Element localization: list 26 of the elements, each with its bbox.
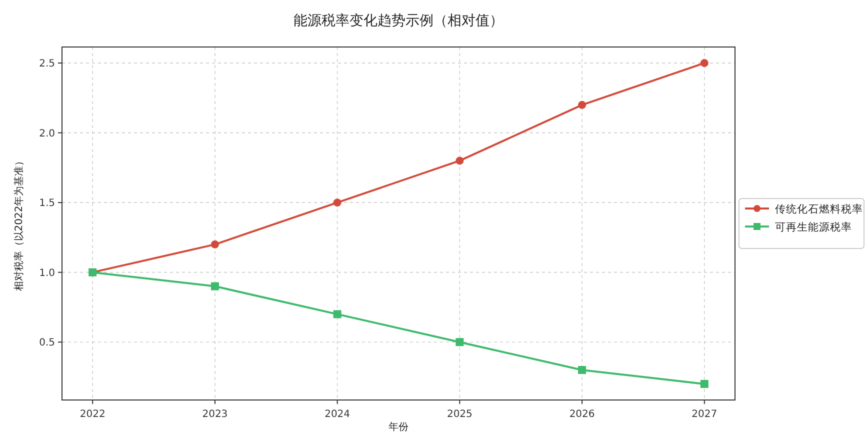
y-tick-label: 1.0: [39, 268, 55, 279]
x-tick-label: 2022: [80, 409, 106, 420]
point: [333, 198, 342, 207]
y-tick-label: 1.5: [39, 198, 55, 210]
x-tick-label: 2024: [324, 409, 350, 420]
point: [578, 100, 586, 109]
chart-title: 能源税率变化趋势示例（相对值）: [294, 13, 504, 29]
point: [578, 366, 586, 374]
point: [456, 156, 464, 165]
x-tick-label: 2026: [569, 409, 595, 420]
y-tick-label: 2.5: [39, 58, 55, 70]
legend-label: 传统化石燃料税率: [775, 202, 863, 216]
x-tick-label: 2023: [202, 409, 228, 420]
legend-label: 可再生能源税率: [775, 220, 852, 234]
point: [700, 59, 708, 68]
point: [210, 240, 219, 248]
x-axis-title: 年份: [388, 421, 408, 433]
y-tick-label: 2.0: [39, 128, 55, 140]
x-tick-label: 2027: [692, 409, 718, 420]
y-axis-title: 相对税率（以2022年为基准）: [13, 156, 25, 292]
point: [210, 282, 219, 290]
point: [700, 380, 708, 388]
point: [333, 310, 342, 318]
x-tick-label: 2025: [446, 409, 472, 420]
point: [456, 338, 464, 346]
y-tick-label: 0.5: [39, 338, 55, 349]
